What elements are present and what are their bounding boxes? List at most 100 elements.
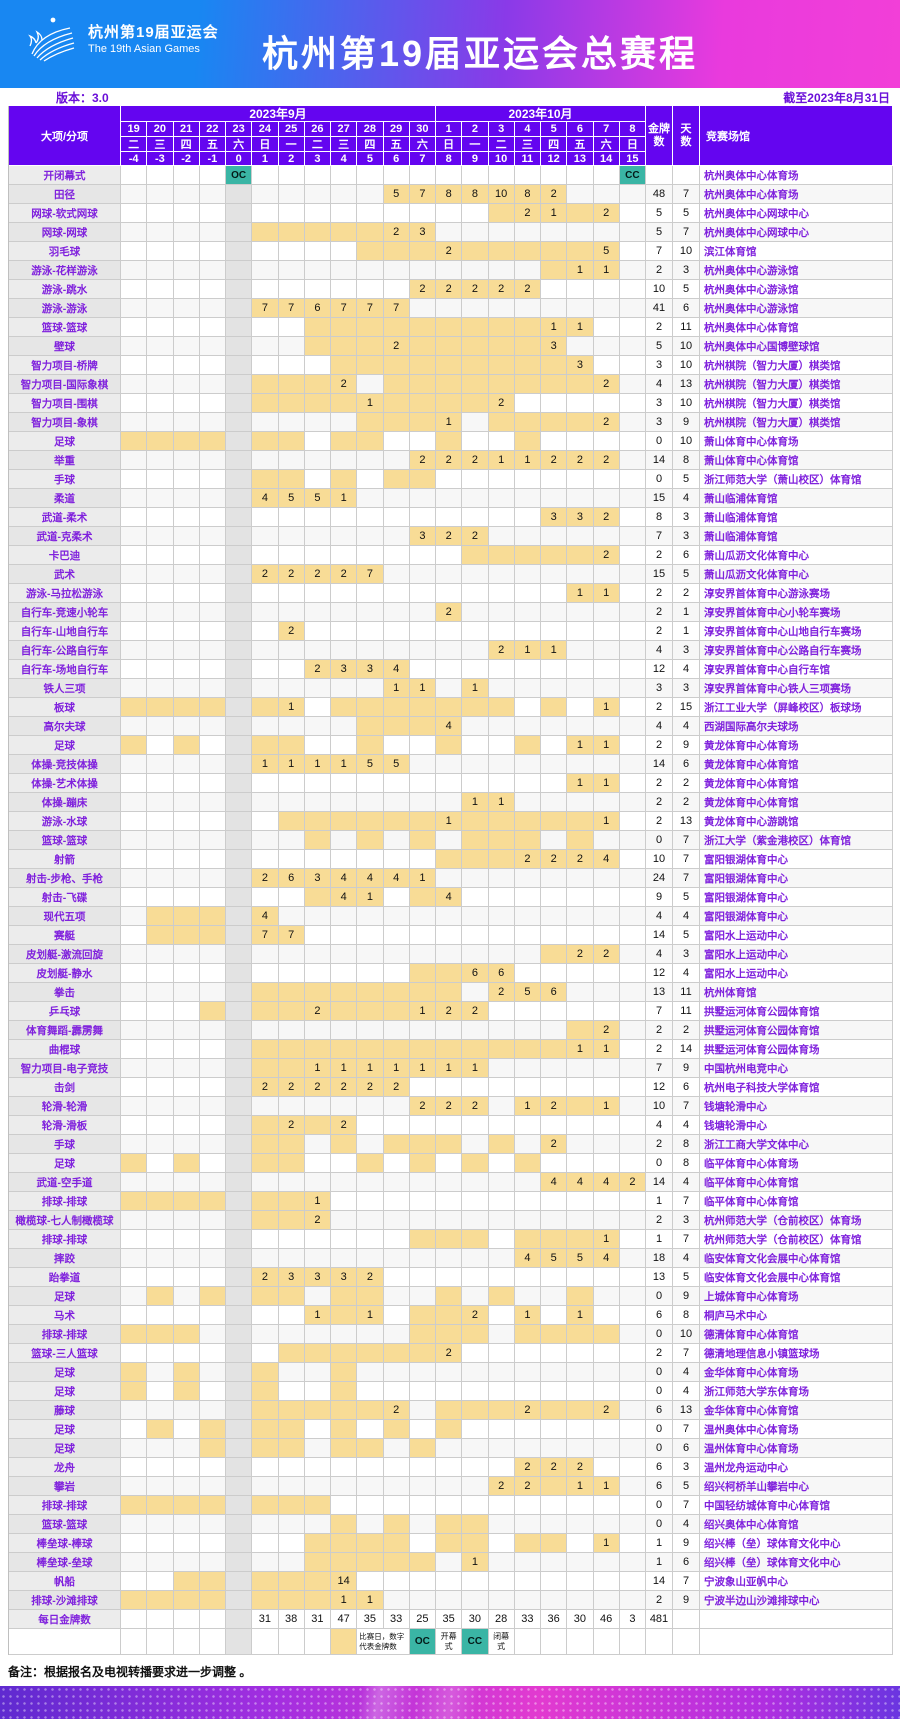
day-cell xyxy=(383,1382,410,1401)
schedule-row: 柔道 4 5 5 1 15 4 萧山临浦体育馆 xyxy=(9,489,893,508)
day-cell xyxy=(436,584,463,603)
day-cell xyxy=(173,622,200,641)
day-cell xyxy=(331,337,358,356)
day-cell xyxy=(173,546,200,565)
day-cell xyxy=(331,394,358,413)
day-cell xyxy=(173,413,200,432)
day-cell xyxy=(409,1268,436,1287)
day-cell xyxy=(199,242,226,261)
day-cell xyxy=(226,337,253,356)
day-cell xyxy=(619,1040,646,1059)
sport-name: 自行车-场地自行车 xyxy=(9,660,121,679)
day-cell xyxy=(304,375,331,394)
day-number-header: 13 xyxy=(567,152,594,166)
schedule-row: 藤球 2 2 2 6 13 金华体育中心体育馆 xyxy=(9,1401,893,1420)
gold-count: 0 xyxy=(646,1382,673,1401)
day-cell xyxy=(252,850,279,869)
day-cell xyxy=(567,337,594,356)
gold-count: 2 xyxy=(646,603,673,622)
day-cell xyxy=(541,375,568,394)
day-cell xyxy=(252,1287,279,1306)
day-cell xyxy=(173,299,200,318)
day-cell xyxy=(514,1591,541,1610)
day-cell xyxy=(488,850,515,869)
day-cell xyxy=(173,375,200,394)
day-cell xyxy=(226,356,253,375)
venue: 上城体育中心体育场 xyxy=(700,1287,893,1306)
day-cell xyxy=(226,451,253,470)
day-cell xyxy=(462,470,489,489)
day-cell xyxy=(593,1268,620,1287)
day-cell xyxy=(541,1382,568,1401)
daily-gold-total: 481 xyxy=(646,1610,673,1629)
day-cell xyxy=(199,1078,226,1097)
venue: 桐庐马术中心 xyxy=(700,1306,893,1325)
day-cell: 2 xyxy=(514,1458,541,1477)
day-cell xyxy=(173,1534,200,1553)
day-cell: 1 xyxy=(541,641,568,660)
day-cell xyxy=(331,546,358,565)
day-cell xyxy=(331,945,358,964)
gold-count: 1 xyxy=(646,1230,673,1249)
date-header: 2 xyxy=(462,122,489,137)
day-cell xyxy=(357,1211,384,1230)
day-cell xyxy=(226,1344,253,1363)
day-cell xyxy=(226,1439,253,1458)
day-cell xyxy=(331,717,358,736)
day-cell xyxy=(278,318,305,337)
day-cell: 3 xyxy=(357,660,384,679)
day-cell: 2 xyxy=(541,850,568,869)
day-cell xyxy=(173,698,200,717)
day-cell xyxy=(619,280,646,299)
day-cell xyxy=(383,831,410,850)
day-cell xyxy=(567,1344,594,1363)
day-cell xyxy=(488,774,515,793)
day-cell xyxy=(331,1249,358,1268)
day-cell xyxy=(383,584,410,603)
day-cell xyxy=(121,812,148,831)
day-cell xyxy=(252,432,279,451)
date-header: 21 xyxy=(173,122,200,137)
date-header: 23 xyxy=(226,122,253,137)
day-cell xyxy=(436,926,463,945)
day-cell xyxy=(147,641,174,660)
venue: 温州奥体中心体育场 xyxy=(700,1420,893,1439)
day-number-header: 4 xyxy=(331,152,358,166)
day-cell xyxy=(121,1382,148,1401)
day-cell xyxy=(331,983,358,1002)
day-cell xyxy=(278,356,305,375)
day-cell xyxy=(514,337,541,356)
gold-count: 2 xyxy=(646,774,673,793)
day-cell xyxy=(436,1021,463,1040)
day-cell xyxy=(226,185,253,204)
day-cell xyxy=(383,1515,410,1534)
sport-name: 武道-空手道 xyxy=(9,1173,121,1192)
day-cell xyxy=(462,1211,489,1230)
day-cell xyxy=(541,717,568,736)
day-cell xyxy=(199,204,226,223)
day-cell xyxy=(147,1401,174,1420)
day-cell xyxy=(173,185,200,204)
day-cell xyxy=(567,280,594,299)
days-count: 7 xyxy=(673,831,700,850)
day-cell xyxy=(514,318,541,337)
day-cell xyxy=(252,1002,279,1021)
day-cell xyxy=(252,1135,279,1154)
day-cell xyxy=(199,470,226,489)
day-cell xyxy=(278,774,305,793)
day-cell xyxy=(436,546,463,565)
day-cell xyxy=(278,1496,305,1515)
day-cell xyxy=(199,983,226,1002)
day-cell: 2 xyxy=(541,1135,568,1154)
day-cell xyxy=(619,565,646,584)
legend-empty-cell xyxy=(646,1629,673,1655)
day-cell xyxy=(252,318,279,337)
days-count: 5 xyxy=(673,1477,700,1496)
day-cell xyxy=(462,166,489,185)
day-cell xyxy=(199,375,226,394)
day-cell xyxy=(278,736,305,755)
day-cell xyxy=(593,1496,620,1515)
day-cell xyxy=(304,1154,331,1173)
day-cell xyxy=(357,1572,384,1591)
day-cell xyxy=(304,527,331,546)
